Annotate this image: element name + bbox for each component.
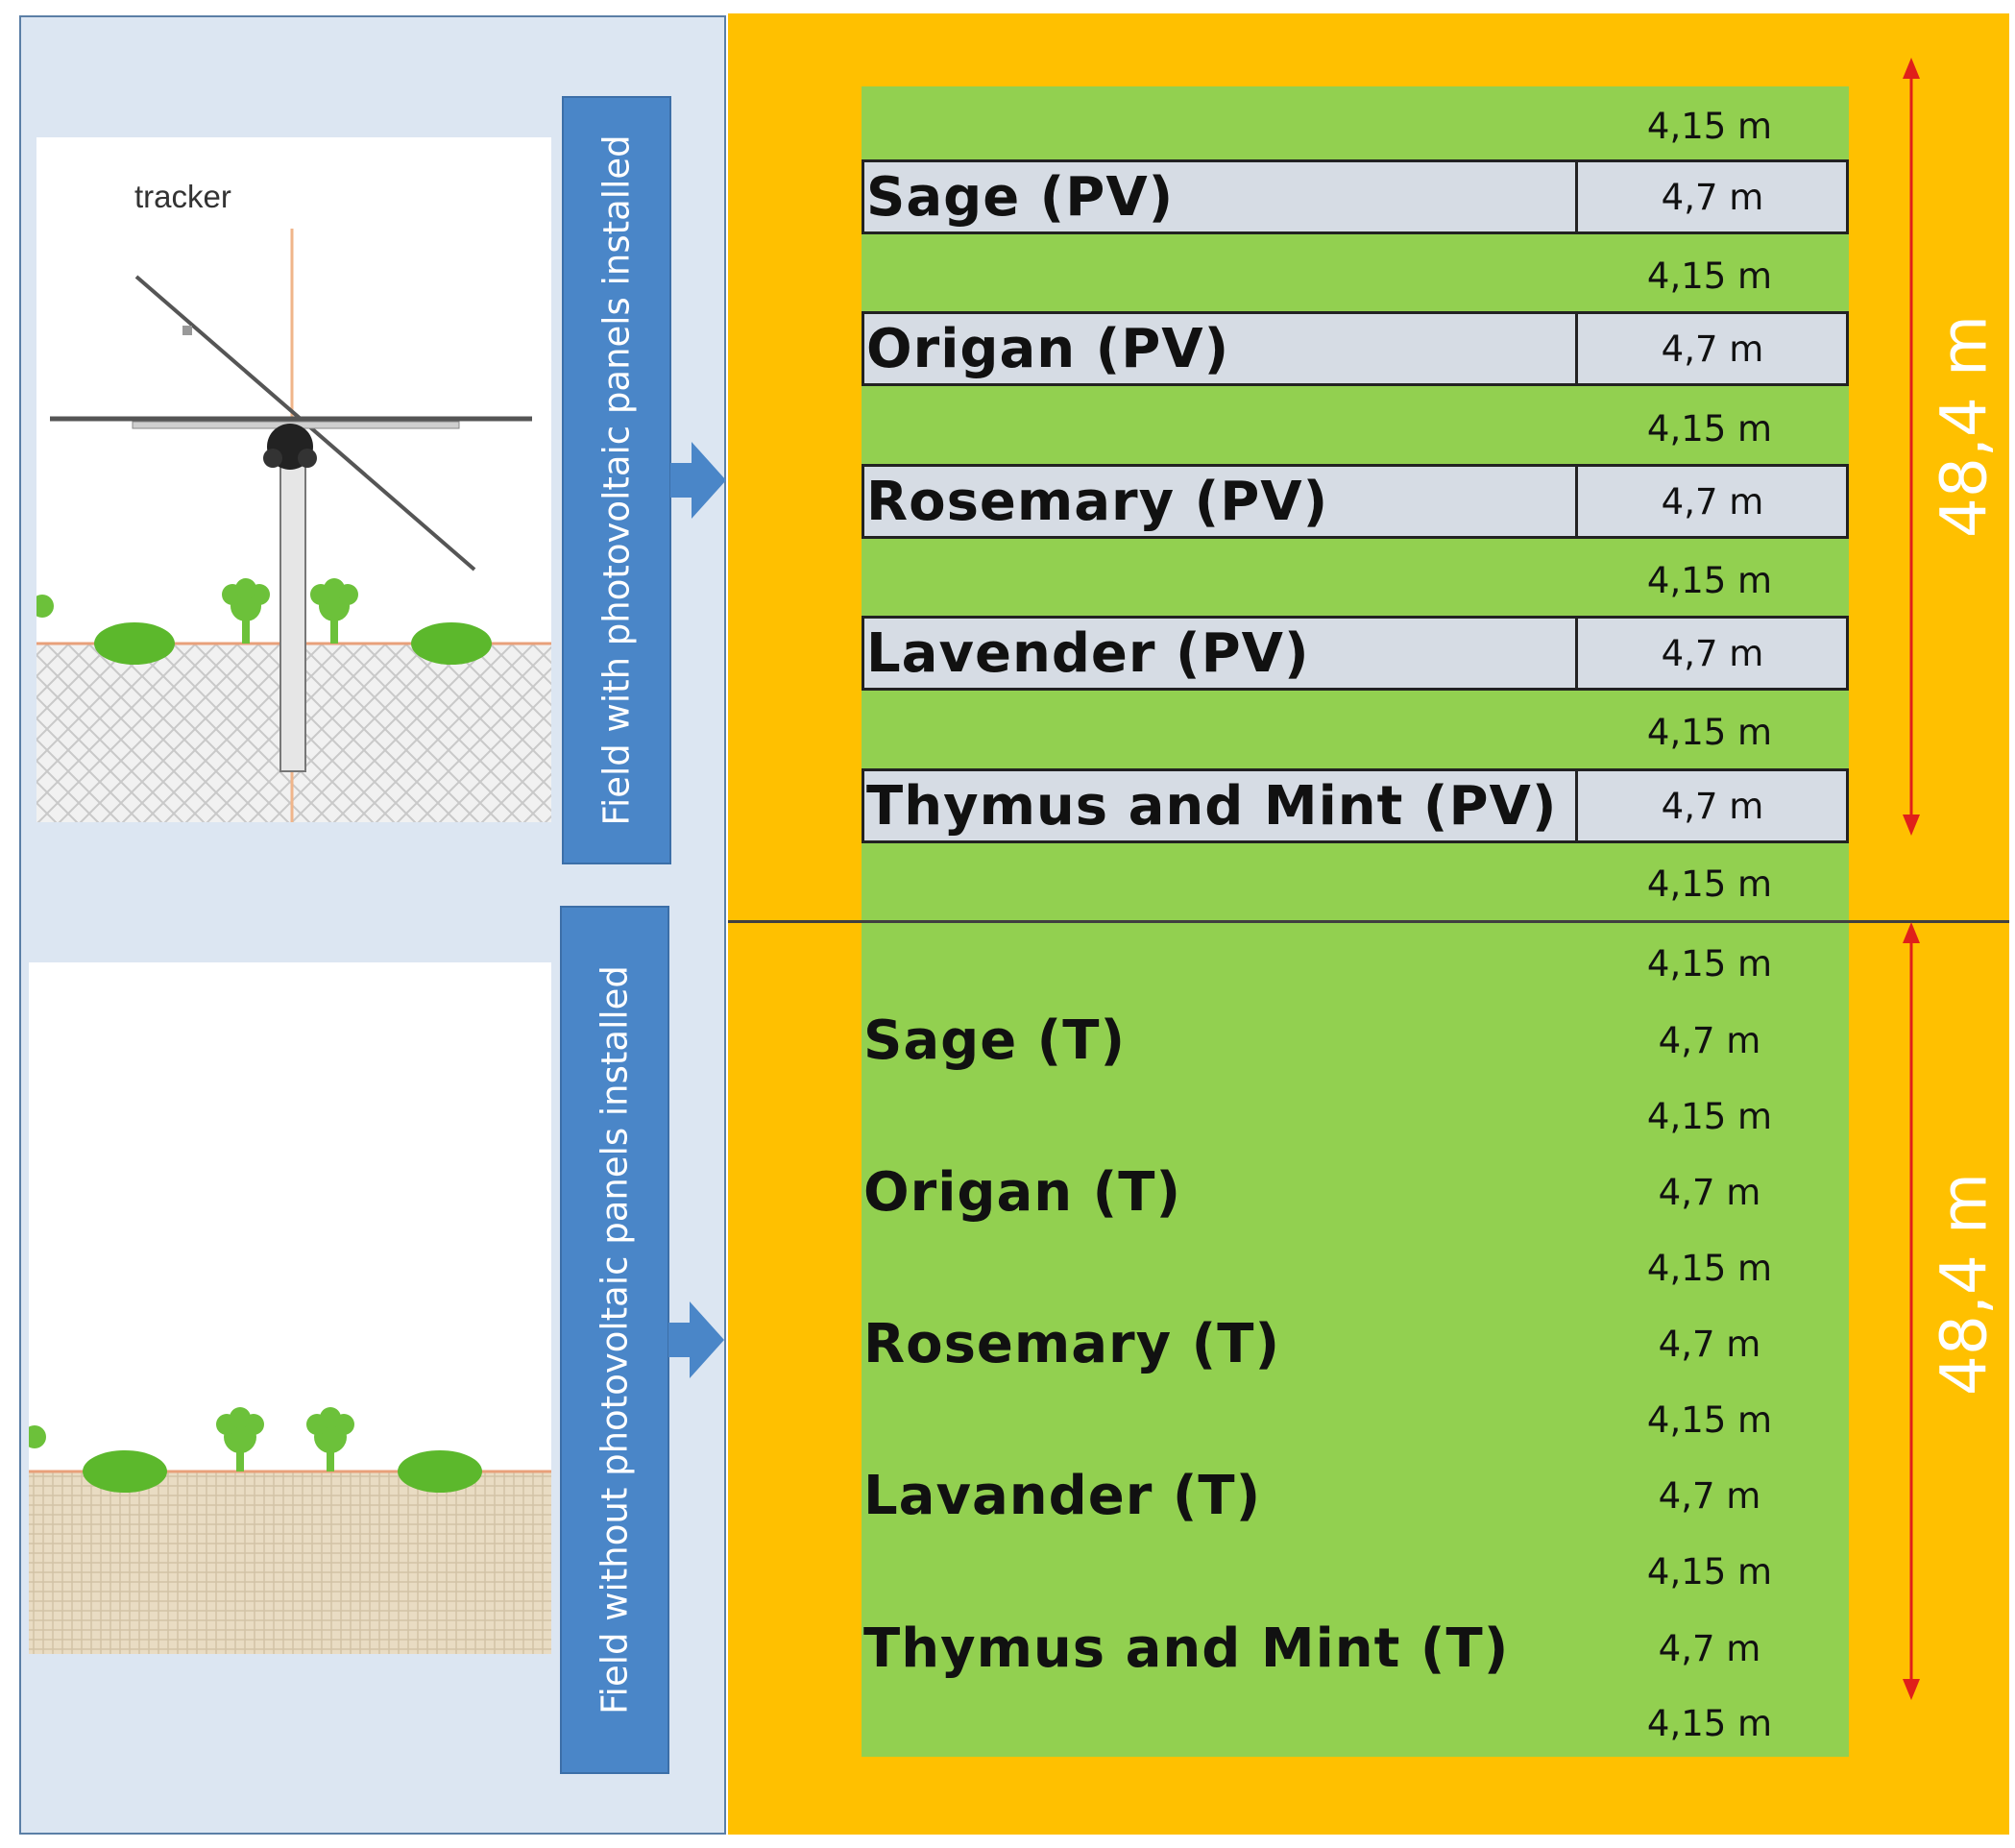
field-divider — [728, 920, 2009, 923]
plot-name: Lavender (PV) — [866, 621, 1310, 685]
plot-name: Sage (T) — [863, 1009, 1127, 1072]
spacing-label: 4,15 m — [1646, 943, 1773, 985]
arrow-right-icon — [668, 1301, 724, 1378]
plot-width: 4,7 m — [1661, 480, 1764, 523]
tracker-drawing: tracker — [36, 179, 551, 822]
tracker-illustration: tracker — [36, 137, 551, 822]
control-field-label-box: Field without photovoltaic panels instal… — [560, 906, 669, 1774]
plot-name: Origan (PV) — [866, 317, 1230, 380]
control-plot-row: Lavander (T) 4,7 m — [862, 1458, 1849, 1533]
plot-width-cell — [1575, 314, 1846, 383]
plot-width-cell — [1575, 467, 1846, 536]
spacing-label: 4,15 m — [1646, 1096, 1773, 1137]
plot-width: 4,7 m — [1661, 328, 1764, 370]
plot-name: Rosemary (T) — [863, 1312, 1281, 1375]
plot-name: Lavander (T) — [863, 1464, 1262, 1527]
no-pv-drawing — [29, 1407, 551, 1654]
control-field-length-label: 48,4 m — [1927, 1172, 2002, 1397]
dimension-arrow-icon — [1903, 922, 1920, 1700]
plot-width-cell — [1575, 619, 1846, 688]
plot-width-cell — [1575, 771, 1846, 840]
plot-width: 4,7 m — [1661, 785, 1764, 827]
no-pv-illustration — [29, 962, 551, 1654]
spacing-label: 4,15 m — [1646, 408, 1773, 450]
plot-width: 4,7 m — [1661, 176, 1764, 218]
spacing-label: 4,15 m — [1646, 1399, 1773, 1441]
control-crop-area — [862, 923, 1849, 1757]
plot-width: 4,7 m — [1658, 1474, 1761, 1517]
plot-name: Origan (T) — [863, 1160, 1182, 1224]
spacing-label: 4,15 m — [1646, 1703, 1773, 1744]
spacing-label: 4,15 m — [1646, 1248, 1773, 1289]
control-plot-row: Origan (T) 4,7 m — [862, 1155, 1849, 1229]
spacing-label: 4,15 m — [1646, 863, 1773, 905]
spacing-label: 4,15 m — [1646, 255, 1773, 297]
control-plot-row: Thymus and Mint (T) 4,7 m — [862, 1611, 1849, 1686]
plot-name: Sage (PV) — [866, 165, 1175, 229]
pv-plot-row: Origan (PV) 4,7 m — [862, 311, 1849, 386]
pv-plot-row: Lavender (PV) 4,7 m — [862, 616, 1849, 691]
arrow-right-icon — [670, 442, 726, 519]
tracker-label: tracker — [134, 179, 231, 214]
plot-width: 4,7 m — [1658, 1019, 1761, 1061]
pv-plot-row: Sage (PV) 4,7 m — [862, 159, 1849, 234]
plot-name: Rosemary (PV) — [866, 470, 1329, 533]
control-field-label: Field without photovoltaic panels instal… — [594, 965, 636, 1714]
spacing-label: 4,15 m — [1646, 712, 1773, 753]
pv-field-label-box: Field with photovoltaic panels installed — [562, 96, 671, 864]
control-plot-row: Sage (T) 4,7 m — [862, 1003, 1849, 1078]
spacing-label: 4,15 m — [1646, 106, 1773, 147]
plot-width: 4,7 m — [1658, 1171, 1761, 1213]
pv-plot-row: Thymus and Mint (PV) 4,7 m — [862, 768, 1849, 843]
pv-plot-row: Rosemary (PV) 4,7 m — [862, 464, 1849, 539]
plot-width: 4,7 m — [1661, 632, 1764, 674]
spacing-label: 4,15 m — [1646, 1551, 1773, 1593]
pv-field-label: Field with photovoltaic panels installed — [595, 134, 638, 826]
plot-width-cell — [1575, 162, 1846, 231]
control-plot-row: Rosemary (T) 4,7 m — [862, 1306, 1849, 1381]
dimension-arrow-icon — [1903, 58, 1920, 836]
plot-name: Thymus and Mint (PV) — [866, 774, 1558, 838]
plot-name: Thymus and Mint (T) — [863, 1617, 1510, 1680]
spacing-label: 4,15 m — [1646, 560, 1773, 601]
plot-width: 4,7 m — [1658, 1323, 1761, 1365]
pv-field-length-label: 48,4 m — [1927, 314, 2002, 539]
plot-width: 4,7 m — [1658, 1627, 1761, 1669]
